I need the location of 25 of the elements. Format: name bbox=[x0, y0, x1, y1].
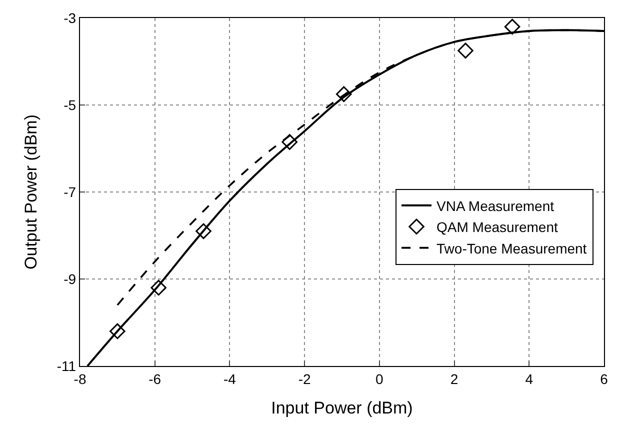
y-tick-label: -7 bbox=[64, 184, 76, 200]
y-tick-label: -9 bbox=[64, 270, 76, 287]
point bbox=[458, 42, 474, 59]
point bbox=[504, 18, 520, 35]
y-axis-title: Output Power (dBm) bbox=[21, 114, 40, 270]
x-tick-label: 2 bbox=[450, 370, 458, 387]
x-tick-label: -2 bbox=[298, 370, 312, 387]
legend-label: Two-Tone Measurement bbox=[436, 240, 587, 256]
legend-label: VNA Measurement bbox=[436, 198, 554, 214]
legend-label: QAM Measurement bbox=[436, 219, 558, 236]
x-tick-label: -8 bbox=[74, 370, 86, 387]
x-tick-label: 6 bbox=[600, 370, 608, 387]
point bbox=[336, 86, 352, 102]
point bbox=[110, 323, 126, 340]
y-tick-label: -5 bbox=[64, 96, 76, 113]
point bbox=[196, 223, 212, 240]
x-tick-label: 4 bbox=[525, 370, 534, 387]
y-tick-label: -3 bbox=[64, 10, 76, 26]
point bbox=[150, 280, 166, 296]
x-tick-label: 0 bbox=[376, 370, 384, 387]
x-tick-label: -6 bbox=[148, 370, 162, 387]
x-axis-title: Input Power (dBm) bbox=[271, 398, 413, 418]
y-tick-label: -11 bbox=[56, 358, 76, 374]
point bbox=[282, 134, 298, 150]
x-tick-label: -4 bbox=[223, 370, 236, 387]
